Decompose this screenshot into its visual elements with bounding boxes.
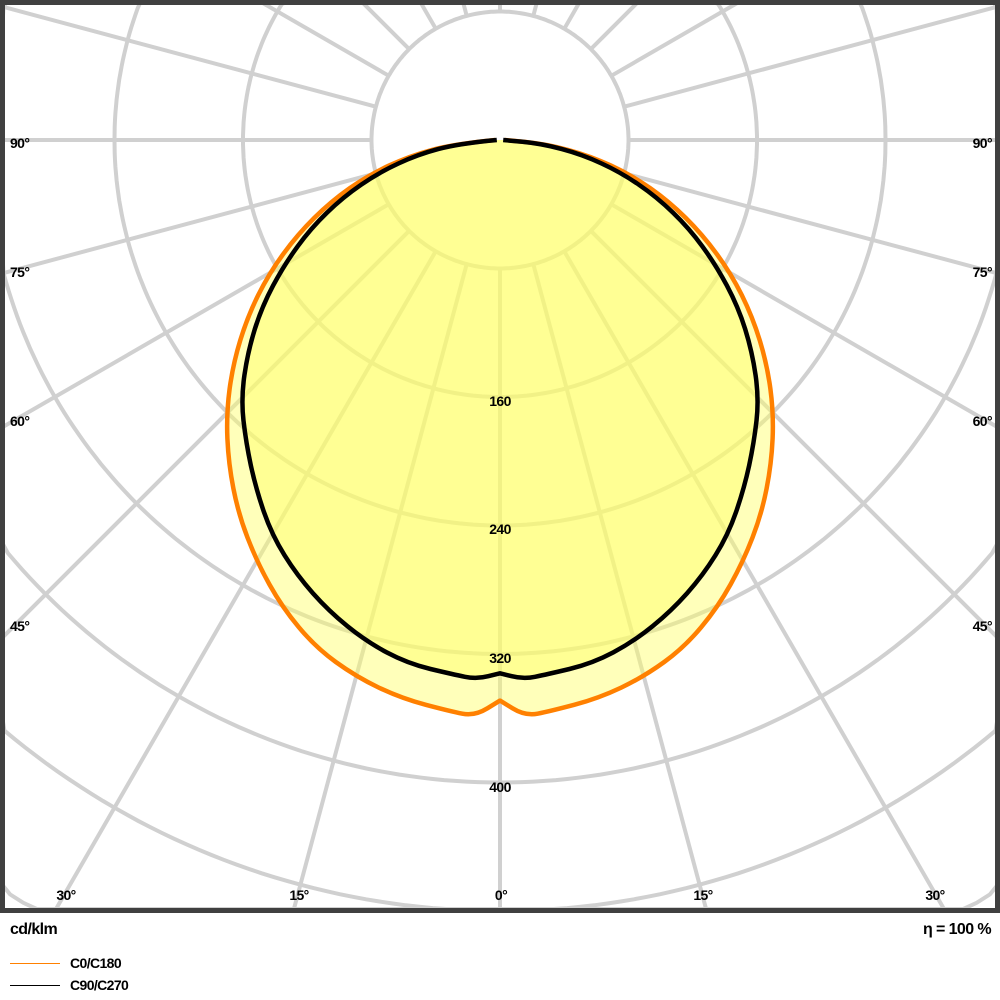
legend-swatch-c0-c180 <box>10 963 60 964</box>
radial-grid-line <box>362 5 411 51</box>
radial-grid-line <box>589 229 995 638</box>
angle-label-bottom: 15° <box>289 887 308 903</box>
grid-circle <box>5 5 995 656</box>
radial-grid-line <box>610 5 738 78</box>
curve-fill-c0-c180 <box>227 140 773 715</box>
angle-labels: 90° 75° 60° 45° 90° 75° 60° 45° 30° 15° … <box>10 135 993 903</box>
radial-tick-labels: 160 240 320 400 <box>489 393 512 795</box>
plot-frame <box>0 0 1000 913</box>
radial-grid-line <box>623 5 995 109</box>
angle-label-bottom: 30° <box>925 887 944 903</box>
angle-label-left: 60° <box>10 413 29 429</box>
curve-c0-c180 <box>224 137 776 717</box>
angle-label-left: 45° <box>10 618 29 634</box>
grid-circle <box>369 9 631 271</box>
radial-tick-label: 240 <box>489 521 511 537</box>
radial-tick-label: 400 <box>489 779 511 795</box>
radial-grid-line <box>5 171 377 275</box>
angle-label-right: 90° <box>973 135 992 151</box>
angle-label-bottom: 30° <box>56 887 75 903</box>
angle-label-bottom: 15° <box>693 887 712 903</box>
radial-grid-line <box>531 5 539 17</box>
curve-fill-c90-c270 <box>242 140 758 678</box>
grid-circle <box>241 5 759 399</box>
radial-grid-line <box>531 263 708 908</box>
radial-grid-line <box>610 202 995 429</box>
radial-grid-line <box>292 263 469 908</box>
radial-grid-line <box>623 171 995 275</box>
unit-label: cd/klm <box>10 921 58 938</box>
radial-grid-line <box>5 229 411 638</box>
legend-label: C90/C270 <box>70 977 129 993</box>
polar-grid <box>5 5 995 908</box>
grid-circle <box>112 5 888 528</box>
curve-fills <box>227 140 773 715</box>
radial-grid-line <box>5 5 377 109</box>
angle-label-right: 60° <box>973 413 992 429</box>
radial-tick-label: 160 <box>489 393 511 409</box>
legend-label: C0/C180 <box>70 955 122 971</box>
legend-swatch-c90-c270 <box>10 985 60 986</box>
curve-c90-c270 <box>240 137 760 681</box>
radial-grid-line <box>589 5 638 51</box>
efficiency-label: η = 100 % <box>923 921 992 938</box>
radial-grid-line <box>562 5 581 30</box>
curves <box>224 137 776 717</box>
radial-grid-line <box>262 5 390 78</box>
radial-grid-line <box>419 5 438 30</box>
angle-label-right: 45° <box>973 618 992 634</box>
radial-tick-label: 320 <box>489 650 511 666</box>
angle-label-left: 75° <box>10 264 29 280</box>
angle-label-right: 75° <box>973 264 992 280</box>
radial-grid-line <box>461 5 469 17</box>
angle-label-bottom: 0° <box>495 887 507 903</box>
radial-grid-line <box>5 202 390 429</box>
angle-label-left: 90° <box>10 135 29 151</box>
